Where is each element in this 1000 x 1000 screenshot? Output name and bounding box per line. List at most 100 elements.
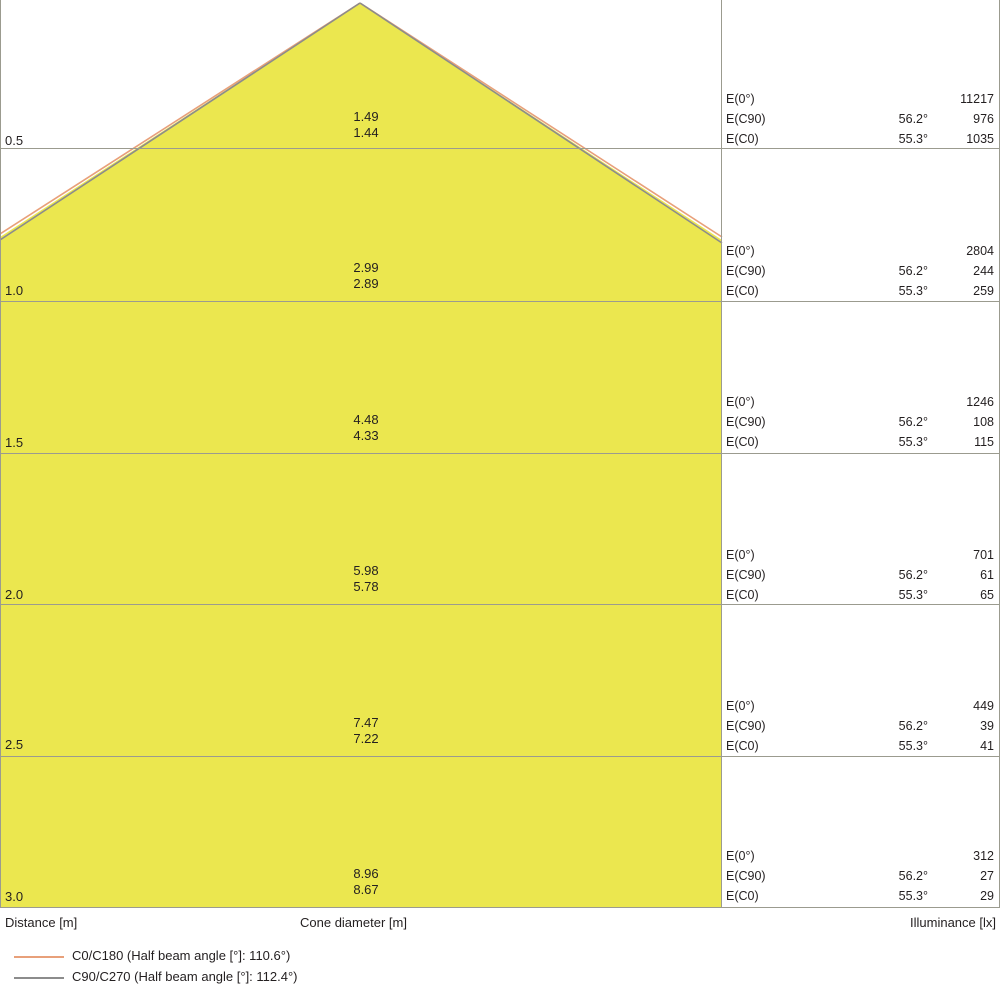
axis-captions: Distance [m] Cone diameter [m] Illuminan… [0, 915, 1000, 937]
cone-fill-c90 [0, 3, 722, 908]
illuminance-angle: 56.2° [898, 415, 928, 429]
illuminance-angle: 55.3° [898, 284, 928, 298]
illuminance-value: 244 [973, 264, 994, 278]
cone-diameter-pair: 7.47 7.22 [0, 715, 720, 747]
axis-label-cone-diameter: Cone diameter [m] [300, 915, 407, 930]
legend-item: C0/C180 (Half beam angle [°]: 110.6°) [0, 946, 1000, 967]
cone-diameter-c0: 5.78 [353, 579, 379, 594]
illuminance-value: 449 [973, 699, 994, 713]
illuminance-block: E(0°) 312 E(C90) 56.2° 27 E(C0) 55.3° 29 [726, 846, 1000, 906]
illuminance-value: 65 [980, 588, 994, 602]
legend: C0/C180 (Half beam angle [°]: 110.6°) C9… [0, 946, 1000, 988]
line-swatch-icon [14, 956, 64, 958]
cone-diameter-c90: 8.96 [353, 866, 379, 881]
illuminance-label: E(C90) [726, 264, 766, 278]
illuminance-label: E(0°) [726, 849, 755, 863]
illuminance-value: 39 [980, 719, 994, 733]
illuminance-angle: 56.2° [898, 112, 928, 126]
illuminance-block: E(0°) 1246 E(C90) 56.2° 108 E(C0) 55.3° … [726, 392, 1000, 452]
illuminance-value: 701 [973, 548, 994, 562]
illuminance-row: E(C0) 55.3° 29 [726, 886, 1000, 906]
legend-item-label: C90/C270 (Half beam angle [°]: 112.4°) [72, 969, 298, 984]
c90-beam-edge-left [0, 2, 361, 241]
cone-diameter-c0: 4.33 [353, 428, 379, 443]
illuminance-angle: 55.3° [898, 435, 928, 449]
illuminance-angle: 55.3° [898, 739, 928, 753]
illuminance-block: E(0°) 2804 E(C90) 56.2° 244 E(C0) 55.3° … [726, 241, 1000, 301]
legend-item-label: C0/C180 (Half beam angle [°]: 110.6°) [72, 948, 291, 963]
illuminance-label: E(C0) [726, 889, 759, 903]
illuminance-value: 11217 [960, 92, 994, 106]
illuminance-row: E(0°) 2804 [726, 241, 1000, 261]
illuminance-angle: 55.3° [898, 588, 928, 602]
illuminance-block: E(0°) 11217 E(C90) 56.2° 976 E(C0) 55.3°… [726, 89, 1000, 149]
illuminance-value: 1246 [966, 395, 994, 409]
illuminance-label: E(0°) [726, 244, 755, 258]
illuminance-value: 29 [980, 889, 994, 903]
cone-diameter-c0: 2.89 [353, 276, 379, 291]
distance-tick-label: 2.5 [5, 737, 24, 752]
illuminance-value: 115 [974, 435, 994, 449]
cone-diameter-c90: 1.49 [353, 109, 379, 124]
illuminance-value: 2804 [966, 244, 994, 258]
illuminance-angle: 56.2° [898, 719, 928, 733]
distance-tick-label: 0.5 [5, 133, 24, 148]
legend-item: C90/C270 (Half beam angle [°]: 112.4°) [0, 967, 1000, 988]
illuminance-label: E(C0) [726, 739, 759, 753]
cone-diameter-c90: 5.98 [353, 563, 379, 578]
illuminance-value: 41 [980, 739, 994, 753]
illuminance-label: E(C0) [726, 588, 759, 602]
illuminance-block: E(0°) 701 E(C90) 56.2° 61 E(C0) 55.3° 65 [726, 545, 1000, 605]
illuminance-angle: 55.3° [898, 889, 928, 903]
illuminance-value: 976 [973, 112, 994, 126]
illuminance-row: E(0°) 449 [726, 696, 1000, 716]
illuminance-label: E(C90) [726, 719, 766, 733]
illuminance-row: E(0°) 11217 [726, 89, 1000, 109]
illuminance-row: E(C0) 55.3° 259 [726, 281, 1000, 301]
illuminance-value: 312 [973, 849, 994, 863]
illuminance-row: E(C90) 56.2° 39 [726, 716, 1000, 736]
illuminance-row: E(C0) 55.3° 115 [726, 432, 1000, 452]
illuminance-row: E(0°) 1246 [726, 392, 1000, 412]
c0-beam-edge-right [359, 2, 723, 238]
axis-label-illuminance: Illuminance [lx] [910, 915, 996, 930]
illuminance-row: E(C90) 56.2° 244 [726, 261, 1000, 281]
illuminance-row: E(C0) 55.3° 41 [726, 736, 1000, 756]
line-swatch-icon [14, 977, 64, 979]
cone-diameter-c0: 7.22 [353, 731, 379, 746]
c90-beam-edge-right [359, 2, 723, 244]
distance-tick-label: 3.0 [5, 889, 24, 904]
distance-tick-label: 2.0 [5, 587, 24, 602]
c0-beam-edge-left [0, 2, 361, 235]
illuminance-value: 1035 [966, 132, 994, 146]
illuminance-label: E(0°) [726, 395, 755, 409]
illuminance-angle: 56.2° [898, 869, 928, 883]
illuminance-label: E(0°) [726, 92, 755, 106]
illuminance-label: E(C90) [726, 568, 766, 582]
illuminance-label: E(C90) [726, 112, 766, 126]
distance-tick-label: 1.5 [5, 435, 24, 450]
cone-diameter-c90: 2.99 [353, 260, 379, 275]
illuminance-label: E(C90) [726, 869, 766, 883]
illuminance-label: E(C0) [726, 284, 759, 298]
axis-label-distance: Distance [m] [5, 915, 78, 930]
distance-tick-label: 1.0 [5, 283, 24, 298]
cone-diameter-pair: 1.49 1.44 [0, 109, 720, 141]
illuminance-label: E(0°) [726, 699, 755, 713]
cone-diameter-pair: 8.96 8.67 [0, 866, 720, 898]
illuminance-row: E(0°) 701 [726, 545, 1000, 565]
illuminance-label: E(C0) [726, 132, 759, 146]
illuminance-value: 61 [980, 568, 994, 582]
cone-diameter-c90: 4.48 [353, 412, 379, 427]
cone-diameter-pair: 4.48 4.33 [0, 412, 720, 444]
illuminance-angle: 56.2° [898, 568, 928, 582]
cone-diameter-pair: 2.99 2.89 [0, 260, 720, 292]
illuminance-angle: 56.2° [898, 264, 928, 278]
illuminance-value: 27 [980, 869, 994, 883]
illuminance-label: E(C0) [726, 435, 759, 449]
illuminance-value: 259 [973, 284, 994, 298]
illuminance-row: E(C90) 56.2° 108 [726, 412, 1000, 432]
cone-diameter-c0: 1.44 [353, 125, 379, 140]
cone-diameter-c0: 8.67 [353, 882, 379, 897]
